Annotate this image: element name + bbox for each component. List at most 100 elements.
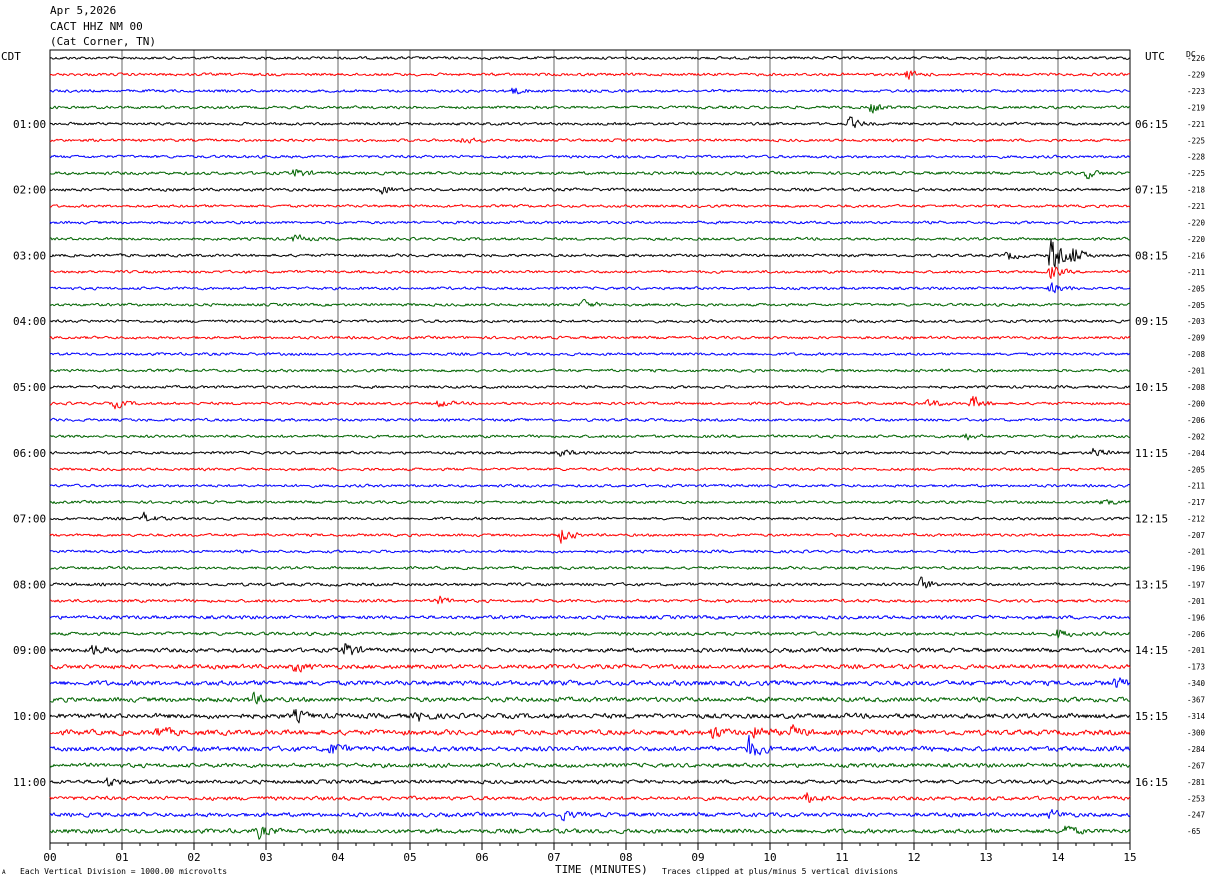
seismic-trace-row-6 — [49, 154, 1131, 159]
dc-offset-label: -209 — [1187, 334, 1205, 343]
seismic-trace-row-32 — [49, 576, 1131, 589]
x-tick-label: 06 — [475, 851, 488, 864]
seismic-trace-row-30 — [49, 549, 1131, 554]
seismic-trace-row-0 — [49, 56, 1131, 61]
seismic-trace-row-5 — [49, 137, 1131, 144]
dc-offset-label: -220 — [1187, 235, 1206, 244]
dc-offset-header: DC — [1186, 50, 1196, 59]
seismic-trace-row-33 — [49, 595, 1131, 605]
left-timezone-label: CDT — [1, 50, 21, 63]
seismic-trace-row-16 — [49, 319, 1131, 324]
seismic-trace-row-23 — [49, 433, 1131, 441]
x-tick-label: 09 — [691, 851, 704, 864]
x-tick-label: 15 — [1123, 851, 1136, 864]
seismic-trace-row-47 — [49, 825, 1131, 840]
seismic-trace-row-7 — [49, 169, 1131, 180]
footer-mark: A — [2, 869, 6, 876]
plot-frame — [49, 49, 1131, 844]
seismic-trace-row-10 — [49, 220, 1131, 225]
dc-offset-label: -202 — [1187, 432, 1205, 441]
footer-clip-note: Traces clipped at plus/minus 5 vertical … — [662, 867, 899, 876]
dc-offset-label: -225 — [1187, 169, 1205, 178]
dc-offset-label: -197 — [1187, 580, 1205, 589]
header-date: Apr 5,2026 — [50, 4, 117, 17]
dc-offset-label: -201 — [1187, 597, 1205, 606]
dc-offset-label: -208 — [1187, 350, 1206, 359]
seismic-trace-row-15 — [49, 298, 1131, 307]
right-hour-label: 13:15 — [1135, 578, 1168, 591]
x-tick-label: 10 — [763, 851, 776, 864]
right-timezone-label: UTC — [1145, 50, 1165, 63]
x-tick-label: 04 — [331, 851, 345, 864]
dc-offset-label: -281 — [1187, 778, 1205, 787]
seismic-trace-row-14 — [49, 282, 1131, 294]
dc-offset-label: -206 — [1187, 416, 1206, 425]
dc-offset-label: -314 — [1187, 712, 1206, 721]
dc-offset-label: -221 — [1187, 202, 1205, 211]
x-tick-label: 05 — [403, 851, 416, 864]
dc-offset-label: -216 — [1187, 251, 1206, 260]
dc-offset-label: -217 — [1187, 498, 1205, 507]
dc-offset-label: -221 — [1187, 120, 1205, 129]
seismic-trace-row-17 — [49, 335, 1131, 340]
seismic-trace-row-27 — [49, 499, 1131, 505]
seismic-trace-row-13 — [49, 266, 1131, 279]
dc-offset-label: -340 — [1187, 679, 1206, 688]
right-hour-label: 15:15 — [1135, 710, 1168, 723]
seismic-trace-row-34 — [49, 614, 1131, 620]
dc-offset-label: -196 — [1187, 613, 1206, 622]
dc-offset-label: -284 — [1187, 745, 1206, 754]
seismic-trace-row-26 — [49, 483, 1131, 488]
seismic-trace-row-31 — [49, 565, 1130, 571]
dc-offset-label: -208 — [1187, 383, 1206, 392]
dc-offset-label: -267 — [1187, 761, 1205, 770]
dc-offset-label: -300 — [1187, 728, 1206, 737]
dc-offset-label: -201 — [1187, 367, 1205, 376]
right-hour-label: 12:15 — [1135, 513, 1168, 526]
seismic-trace-row-36 — [49, 643, 1131, 656]
dc-offset-label: -218 — [1187, 186, 1206, 195]
dc-offset-label: -201 — [1187, 646, 1205, 655]
x-tick-label: 03 — [259, 851, 272, 864]
seismic-trace-row-43 — [49, 762, 1131, 769]
seismic-trace-row-46 — [49, 809, 1131, 822]
dc-offset-label: -253 — [1187, 794, 1205, 803]
seismic-trace-row-20 — [49, 384, 1131, 389]
seismic-trace-row-12 — [49, 238, 1131, 268]
left-hour-label: 05:00 — [13, 381, 46, 394]
right-hour-label: 10:15 — [1135, 381, 1168, 394]
seismic-trace-row-19 — [49, 368, 1131, 373]
left-hour-label: 03:00 — [13, 249, 46, 262]
dc-offset-label: -205 — [1187, 284, 1205, 293]
seismic-trace-row-22 — [49, 417, 1131, 422]
dc-offset-label: -173 — [1187, 663, 1205, 672]
seismic-trace-row-4 — [49, 116, 1131, 129]
right-hour-label: 09:15 — [1135, 315, 1168, 328]
dc-offset-label: -200 — [1187, 399, 1206, 408]
seismic-trace-row-25 — [49, 467, 1131, 472]
right-hour-label: 06:15 — [1135, 118, 1168, 131]
dc-offset-label: -223 — [1187, 87, 1205, 96]
seismic-trace-row-38 — [49, 677, 1131, 688]
left-hour-label: 04:00 — [13, 315, 46, 328]
right-hour-label: 14:15 — [1135, 644, 1168, 657]
seismic-trace-row-28 — [49, 511, 1131, 522]
dc-offset-label: -205 — [1187, 301, 1205, 310]
left-hour-label: 09:00 — [13, 644, 46, 657]
left-hour-label: 07:00 — [13, 513, 46, 526]
x-tick-label: 11 — [835, 851, 848, 864]
seismic-trace-row-9 — [49, 204, 1131, 209]
seismic-trace-row-44 — [49, 777, 1131, 787]
left-hour-label: 06:00 — [13, 447, 46, 460]
seismic-trace-row-42 — [49, 734, 1131, 756]
dc-offset-label: -367 — [1187, 696, 1205, 705]
x-tick-label: 08 — [619, 851, 632, 864]
dc-offset-label: -226 — [1187, 54, 1206, 63]
x-tick-label: 01 — [115, 851, 128, 864]
seismic-trace-row-45 — [49, 792, 1131, 803]
footer-scale-note: Each Vertical Division = 1000.00 microvo… — [20, 867, 228, 876]
seismic-trace-row-35 — [49, 629, 1131, 639]
dc-offset-label: -211 — [1187, 268, 1205, 277]
left-hour-label: 10:00 — [13, 710, 46, 723]
